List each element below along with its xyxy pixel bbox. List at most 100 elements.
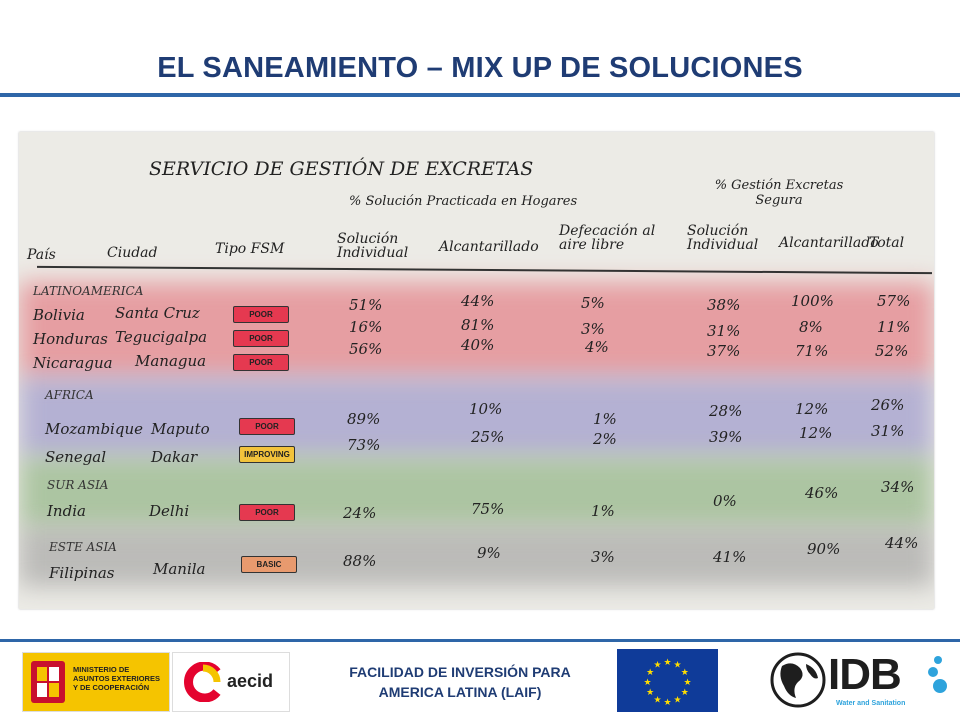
spain-ministry-logo: MINISTERIO DE ASUNTOS EXTERIORES Y DE CO… — [22, 652, 170, 712]
region-label: AFRICA — [45, 388, 94, 402]
laif-caption: FACILIDAD DE INVERSIÓN PARA AMERICA LATI… — [305, 662, 615, 702]
fsm-tag: IMPROVING — [239, 446, 295, 463]
region-label: SUR ASIA — [47, 478, 109, 492]
col-alc: Alcantarillado — [439, 239, 539, 255]
fsm-tag: POOR — [233, 354, 289, 371]
cell-g-alc: 12% — [799, 424, 833, 442]
fsm-tag: POOR — [233, 306, 289, 323]
col-g-ind: Solución Individual — [687, 223, 759, 253]
eu-flag: ★ ★ ★ ★ ★ ★ ★ ★ ★ ★ ★ ★ — [617, 649, 718, 712]
svg-text:★: ★ — [681, 688, 689, 698]
region-label: LATINOAMERICA — [33, 284, 144, 298]
row-city: Santa Cruz — [115, 304, 200, 322]
aecid-mark-icon — [184, 662, 221, 702]
cell-sol-ind: 88% — [343, 552, 377, 570]
svg-text:★: ★ — [653, 695, 661, 705]
sketch-subheading-right: % Gestión Excretas Segura — [714, 178, 844, 208]
cell-def: 2% — [593, 430, 617, 448]
row-country: Nicaragua — [33, 354, 113, 372]
col-g-alc: Alcantarillado — [779, 235, 879, 251]
svg-text:★: ★ — [683, 678, 691, 688]
hand-drawn-table-image: SERVICIO DE GESTIÓN DE EXCRETAS % Soluci… — [19, 132, 934, 609]
cell-def: 1% — [591, 502, 615, 520]
latam-band — [19, 282, 934, 377]
aecid-logo: aecid — [172, 652, 290, 712]
fsm-tag: BASIC — [241, 556, 297, 573]
cell-g-alc: 46% — [805, 484, 839, 502]
row-city: Delhi — [149, 502, 190, 520]
cell-g-alc: 8% — [799, 318, 823, 336]
cell-sol-ind: 24% — [343, 504, 377, 522]
cell-alc: 9% — [477, 544, 501, 562]
row-city: Maputo — [151, 420, 210, 438]
aecid-text: aecid — [227, 671, 274, 691]
cell-total: 11% — [877, 318, 911, 336]
cell-total: 34% — [881, 478, 915, 496]
slide-title: EL SANEAMIENTO – MIX UP DE SOLUCIONES — [157, 52, 803, 84]
cell-alc: 81% — [461, 316, 495, 334]
col-def: Defecación al aire libre — [559, 223, 656, 253]
cell-sol-ind: 73% — [347, 436, 381, 454]
row-country: Mozambique — [45, 420, 143, 438]
cell-g-ind: 31% — [707, 322, 741, 340]
col-tipo-fsm: Tipo FSM — [215, 241, 285, 257]
col-total: Total — [869, 235, 905, 251]
cell-alc: 10% — [469, 400, 503, 418]
cell-g-alc: 90% — [807, 540, 841, 558]
row-country: Senegal — [45, 448, 107, 466]
col-ciudad: Ciudad — [107, 245, 158, 261]
svg-text:★: ★ — [663, 658, 671, 668]
row-city: Tegucigalpa — [115, 328, 208, 346]
row-country: India — [47, 502, 86, 520]
row-city: Manila — [153, 560, 206, 578]
row-city: Dakar — [151, 448, 198, 466]
cell-g-alc: 100% — [791, 292, 834, 310]
cell-total: 52% — [875, 342, 909, 360]
laif-line-2: AMERICA LATINA (LAIF) — [378, 684, 542, 700]
fsm-tag: POOR — [239, 504, 295, 521]
cell-alc: 44% — [461, 292, 495, 310]
eu-stars-icon: ★ ★ ★ ★ ★ ★ ★ ★ ★ ★ ★ ★ — [643, 658, 691, 708]
svg-text:★: ★ — [663, 698, 671, 708]
fsm-tag: POOR — [239, 418, 295, 435]
idb-logo: IDB Water and Sanitation — [770, 650, 952, 714]
cell-def: 4% — [585, 338, 609, 356]
svg-text:★: ★ — [673, 661, 681, 671]
cell-g-ind: 38% — [707, 296, 741, 314]
laif-line-1: FACILIDAD DE INVERSIÓN PARA — [349, 664, 571, 680]
sketch-subheading-left: % Solución Practicada en Hogares — [349, 194, 578, 209]
cell-sol-ind: 89% — [347, 410, 381, 428]
cell-alc: 75% — [471, 500, 505, 518]
region-label: ESTE ASIA — [49, 540, 117, 554]
coat-of-arms-icon — [23, 653, 169, 711]
cell-alc: 25% — [471, 428, 505, 446]
south-asia-band — [19, 457, 934, 527]
row-country: Honduras — [33, 330, 108, 348]
cell-def: 3% — [581, 320, 605, 338]
idb-wordmark: IDB — [828, 650, 902, 699]
col-pais: País — [27, 247, 56, 263]
fsm-tag: POOR — [233, 330, 289, 347]
cell-g-ind: 39% — [709, 428, 743, 446]
globe-icon — [770, 652, 826, 708]
cell-sol-ind: 16% — [349, 318, 383, 336]
cell-total: 26% — [871, 396, 905, 414]
title-underline — [0, 93, 960, 97]
row-country: Filipinas — [49, 564, 115, 582]
sketch-heading: SERVICIO DE GESTIÓN DE EXCRETAS — [149, 158, 534, 180]
col-sol-ind: Solución Individual — [337, 231, 409, 261]
cell-def: 3% — [591, 548, 615, 566]
spain-ministry-text: MINISTERIO DE ASUNTOS EXTERIORES Y DE CO… — [73, 665, 160, 692]
cell-g-ind: 41% — [713, 548, 747, 566]
header-divider — [37, 265, 932, 275]
east-asia-band — [19, 527, 934, 587]
svg-text:★: ★ — [646, 688, 654, 698]
cell-def: 5% — [581, 294, 605, 312]
cell-g-ind: 0% — [713, 492, 737, 510]
cell-g-alc: 12% — [795, 400, 829, 418]
svg-text:★: ★ — [653, 661, 661, 671]
cell-g-alc: 71% — [795, 342, 829, 360]
svg-text:★: ★ — [681, 668, 689, 678]
cell-def: 1% — [593, 410, 617, 428]
row-country: Bolivia — [33, 306, 85, 324]
